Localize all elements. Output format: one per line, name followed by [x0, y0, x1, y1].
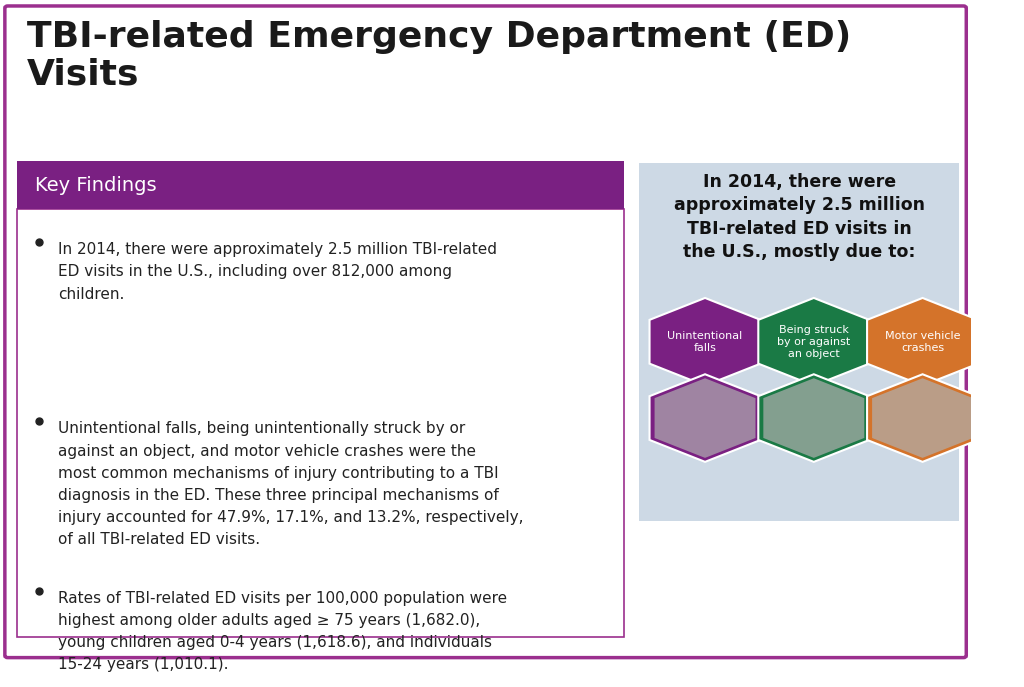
Text: In 2014, there were approximately 2.5 million TBI-related
ED visits in the U.S.,: In 2014, there were approximately 2.5 mi…	[58, 243, 498, 302]
Text: Unintentional falls, being unintentionally struck by or
against an object, and m: Unintentional falls, being unintentional…	[58, 421, 523, 548]
Polygon shape	[654, 379, 756, 458]
Polygon shape	[867, 374, 978, 462]
Polygon shape	[867, 298, 978, 385]
Polygon shape	[759, 298, 869, 385]
FancyBboxPatch shape	[5, 6, 967, 657]
Text: Rates of TBI-related ED visits per 100,000 population were
highest among older a: Rates of TBI-related ED visits per 100,0…	[58, 591, 508, 672]
Text: Unintentional
falls: Unintentional falls	[668, 330, 742, 352]
Text: Key Findings: Key Findings	[35, 176, 157, 194]
Text: Motor vehicle
crashes: Motor vehicle crashes	[885, 330, 961, 352]
Polygon shape	[649, 298, 761, 385]
Polygon shape	[759, 374, 869, 462]
FancyBboxPatch shape	[17, 209, 625, 637]
Polygon shape	[649, 374, 761, 462]
Polygon shape	[763, 379, 864, 458]
Text: In 2014, there were
approximately 2.5 million
TBI-related ED visits in
the U.S.,: In 2014, there were approximately 2.5 mi…	[674, 172, 925, 261]
Text: TBI-related Emergency Department (ED)
Visits: TBI-related Emergency Department (ED) Vi…	[28, 20, 851, 92]
Text: Being struck
by or against
an object: Being struck by or against an object	[777, 325, 850, 359]
Polygon shape	[872, 379, 973, 458]
FancyBboxPatch shape	[639, 163, 959, 521]
FancyBboxPatch shape	[17, 161, 625, 209]
